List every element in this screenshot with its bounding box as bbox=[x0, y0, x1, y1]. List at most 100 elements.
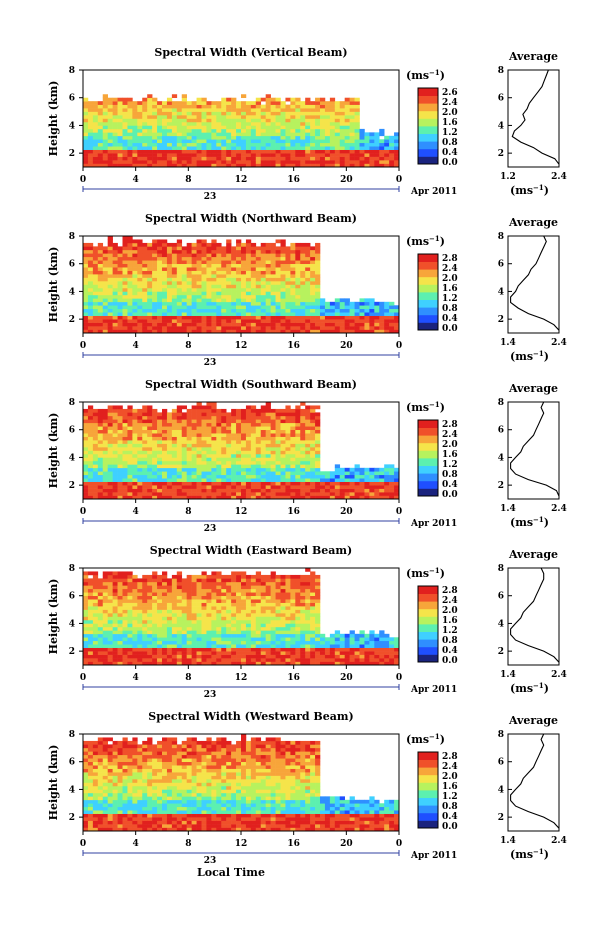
heatmap-cell bbox=[187, 655, 192, 659]
heatmap-cell bbox=[246, 267, 251, 271]
heatmap-cell bbox=[103, 489, 108, 493]
heatmap-cell bbox=[147, 634, 152, 638]
heatmap-cell bbox=[142, 578, 147, 582]
heatmap-cell bbox=[93, 319, 98, 323]
heatmap-cell bbox=[251, 433, 256, 437]
heatmap-cell bbox=[221, 620, 226, 624]
heatmap-cell bbox=[226, 634, 231, 638]
heatmap-cell bbox=[192, 641, 197, 645]
heatmap-cell bbox=[123, 129, 128, 133]
heatmap-cell bbox=[93, 610, 98, 614]
heatmap-cell bbox=[350, 485, 355, 489]
heatmap-cell bbox=[350, 143, 355, 147]
heatmap-cell bbox=[221, 285, 226, 289]
heatmap-cell bbox=[360, 478, 365, 482]
heatmap-cell bbox=[350, 489, 355, 493]
heatmap-cell bbox=[88, 430, 93, 434]
heatmap-cell bbox=[88, 419, 93, 423]
heatmap-cell bbox=[172, 257, 177, 261]
heatmap-cell bbox=[340, 302, 345, 306]
heatmap-cell bbox=[216, 475, 221, 479]
heatmap-cell bbox=[88, 264, 93, 268]
heatmap-cell bbox=[182, 651, 187, 655]
heatmap-cell bbox=[221, 492, 226, 496]
heatmap-cell bbox=[167, 243, 172, 247]
heatmap-cell bbox=[384, 312, 389, 316]
heatmap-cell bbox=[374, 485, 379, 489]
heatmap-cell bbox=[147, 627, 152, 631]
heatmap-cell bbox=[226, 257, 231, 261]
heatmap-cell bbox=[281, 478, 286, 482]
heatmap-cell bbox=[221, 596, 226, 600]
x-tick-label: 0 bbox=[80, 175, 86, 185]
heatmap-cell bbox=[162, 115, 167, 119]
heatmap-cell bbox=[290, 468, 295, 472]
heatmap-cell bbox=[177, 243, 182, 247]
heatmap-cell bbox=[98, 589, 103, 593]
heatmap-cell bbox=[93, 492, 98, 496]
heatmap-cell bbox=[162, 112, 167, 116]
heatmap-cell bbox=[197, 105, 202, 109]
heatmap-cell bbox=[192, 264, 197, 268]
heatmap-cell bbox=[127, 136, 132, 140]
heatmap-cell bbox=[152, 295, 157, 299]
heatmap-cell bbox=[103, 426, 108, 430]
heatmap-cell bbox=[355, 108, 360, 112]
heatmap-cell bbox=[325, 146, 330, 150]
heatmap-cell bbox=[127, 271, 132, 275]
heatmap-cell bbox=[221, 478, 226, 482]
heatmap-cell bbox=[295, 146, 300, 150]
heatmap-cell bbox=[295, 129, 300, 133]
heatmap-cell bbox=[241, 119, 246, 123]
heatmap-cell bbox=[142, 416, 147, 420]
heatmap-cell bbox=[108, 139, 113, 143]
heatmap-cell bbox=[202, 309, 207, 313]
heatmap-cell bbox=[281, 302, 286, 306]
heatmap-cell bbox=[256, 305, 261, 309]
heatmap-cell bbox=[216, 412, 221, 416]
heatmap-cell bbox=[182, 655, 187, 659]
heatmap-cell bbox=[305, 129, 310, 133]
heatmap-cell bbox=[103, 468, 108, 472]
heatmap-cell bbox=[132, 610, 137, 614]
heatmap-cell bbox=[88, 316, 93, 320]
heatmap-cell bbox=[364, 153, 369, 157]
heatmap-cell bbox=[236, 485, 241, 489]
heatmap-cell bbox=[350, 471, 355, 475]
heatmap-cell bbox=[187, 575, 192, 579]
heatmap-cell bbox=[355, 157, 360, 161]
heatmap-cell bbox=[300, 115, 305, 119]
heatmap-cell bbox=[305, 98, 310, 102]
heatmap-cell bbox=[123, 430, 128, 434]
heatmap-cell bbox=[295, 305, 300, 309]
heatmap-cell bbox=[350, 108, 355, 112]
heatmap-cell bbox=[300, 136, 305, 140]
heatmap-cell bbox=[167, 150, 172, 154]
heatmap-cell bbox=[98, 648, 103, 652]
colorbar-swatch bbox=[418, 473, 438, 481]
heatmap-cell bbox=[226, 592, 231, 596]
heatmap-cell bbox=[127, 489, 132, 493]
x-tick-label: 8 bbox=[185, 175, 191, 185]
heatmap-cell bbox=[389, 312, 394, 316]
heatmap-cell bbox=[202, 157, 207, 161]
heatmap-cell bbox=[374, 146, 379, 150]
heatmap-cell bbox=[142, 426, 147, 430]
heatmap-cell bbox=[88, 253, 93, 257]
profile-x-tick-label: 2.4 bbox=[551, 172, 567, 182]
heatmap-cell bbox=[177, 461, 182, 465]
heatmap-cell bbox=[123, 578, 128, 582]
heatmap-cell bbox=[271, 150, 276, 154]
heatmap-cell bbox=[118, 136, 123, 140]
heatmap-cell bbox=[315, 419, 320, 423]
heatmap-cell bbox=[83, 101, 88, 105]
heatmap-cell bbox=[167, 658, 172, 662]
heatmap-cell bbox=[167, 323, 172, 327]
heatmap-cell bbox=[108, 634, 113, 638]
heatmap-cell bbox=[211, 444, 216, 448]
heatmap-cell bbox=[206, 278, 211, 282]
heatmap-cell bbox=[108, 447, 113, 451]
heatmap-cell bbox=[83, 617, 88, 621]
heatmap-cell bbox=[93, 426, 98, 430]
heatmap-cell bbox=[162, 634, 167, 638]
